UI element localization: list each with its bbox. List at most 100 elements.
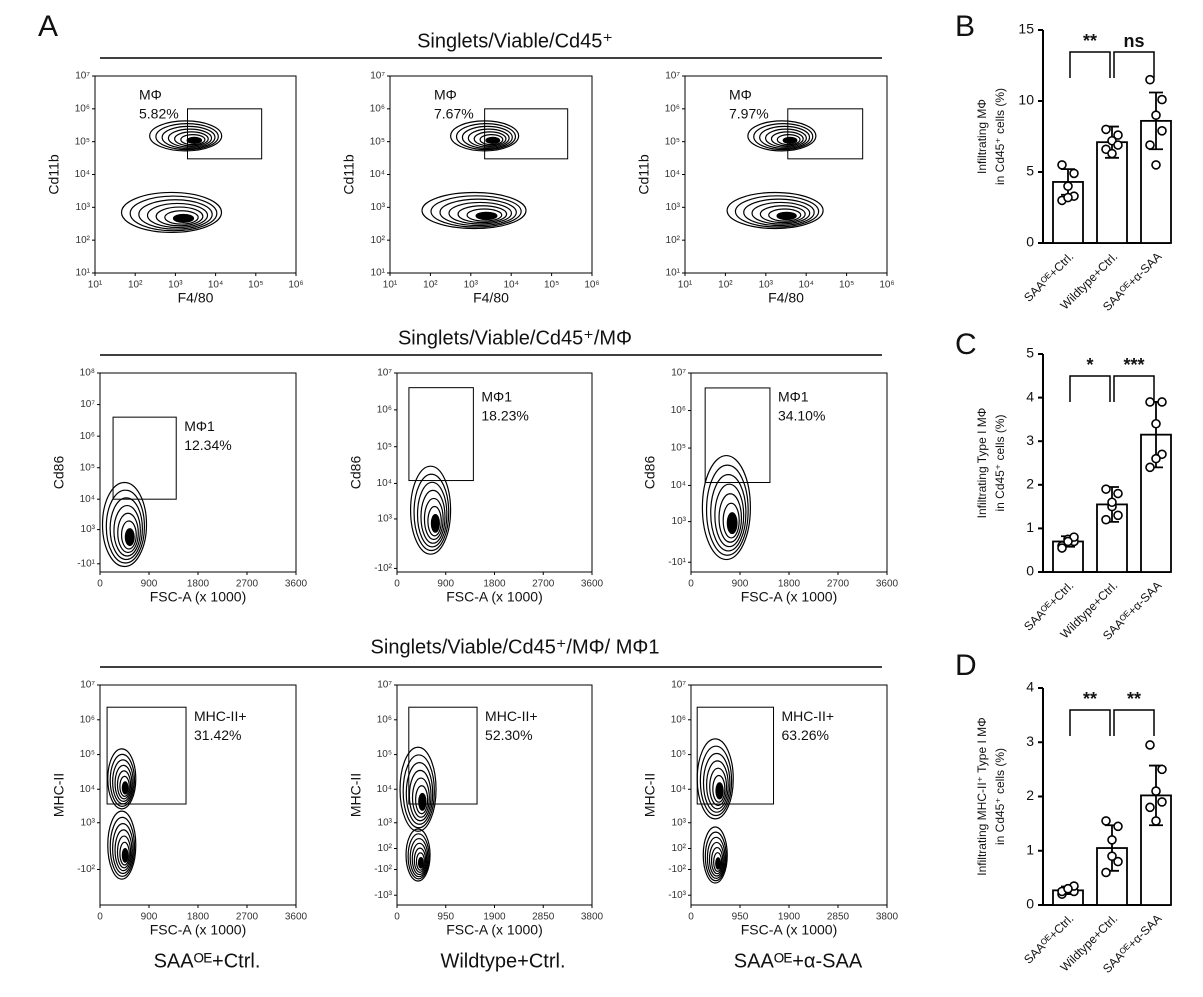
contour-level: [743, 198, 815, 227]
y-tick-label: 10³: [371, 202, 386, 213]
contour-level: [776, 211, 797, 221]
significance-bracket: [1113, 375, 1155, 402]
y-tick-label: 10⁵: [377, 441, 392, 452]
x-tick-label: 3600: [581, 579, 604, 590]
y-tick-label: 10⁷: [80, 399, 95, 410]
contour-level: [430, 195, 522, 228]
data-point: [1113, 140, 1123, 150]
contour-level: [702, 752, 731, 813]
y-tick-label: 0: [1026, 563, 1034, 579]
contour-level: [475, 211, 498, 221]
y-tick-label: 10⁷: [665, 71, 680, 82]
y-tick-label: 2: [1026, 476, 1034, 492]
contour-level: [764, 128, 807, 148]
contour-level: [718, 493, 743, 543]
y-axis-label: Infiltrating MHC-II⁺ Type I MΦ: [975, 717, 989, 875]
contour-level: [408, 769, 432, 822]
contour-level: [759, 205, 806, 224]
y-tick-label: 10⁶: [80, 714, 95, 725]
y-tick-label: 10⁴: [370, 169, 385, 180]
data-point: [1151, 816, 1161, 826]
gate-name: MΦ: [139, 87, 162, 103]
x-tick-label: 10¹: [383, 280, 398, 291]
x-tick-label: 3800: [876, 912, 899, 923]
x-tick-label: 10¹: [88, 280, 103, 291]
data-point: [1101, 867, 1111, 878]
contour-level: [124, 528, 135, 547]
y-tick-label: 4: [1026, 388, 1034, 404]
group-label: Wildtype+Ctrl.: [440, 950, 565, 972]
contour-level: [161, 125, 216, 149]
contour-level: [415, 852, 426, 871]
contour-level: [120, 520, 137, 550]
data-point: [1145, 802, 1155, 813]
y-tick-label: 10³: [672, 516, 687, 527]
y-axis-label: Cd86: [642, 456, 658, 490]
contour-level: [466, 208, 503, 222]
contour-level: [112, 823, 134, 875]
y-tick-label: 10²: [672, 843, 687, 854]
data-point: [1145, 462, 1155, 473]
x-axis-label: F4/80: [473, 290, 509, 306]
y-tick-label: 10⁵: [377, 749, 392, 760]
y-tick-label: 10²: [371, 235, 386, 246]
y-axis-label: in Cd45⁺ cells (%): [993, 414, 1007, 511]
data-point: [1145, 740, 1155, 750]
data-point: [1057, 160, 1067, 170]
significance-bracket: [1113, 709, 1155, 736]
group-label: SAAᴼᴱ+α-SAA: [734, 950, 863, 972]
row-title: Singlets/Viable/Cd45⁺/MΦ/ MΦ1: [371, 636, 660, 658]
data-point: [1157, 94, 1167, 105]
y-tick-label: -10²: [77, 864, 95, 875]
data-point: [1063, 536, 1073, 547]
y-tick-label: 10⁷: [377, 680, 392, 691]
x-tick-label: 10⁵: [839, 280, 854, 291]
gate: [787, 108, 864, 160]
contour-level: [753, 123, 814, 151]
contour-level: [405, 762, 434, 825]
y-tick-label: 10¹: [76, 268, 91, 279]
population: [701, 454, 751, 561]
x-tick-label: 2700: [236, 912, 259, 923]
y-tick-label: 10⁵: [370, 136, 385, 147]
contour-level: [455, 123, 517, 151]
x-tick-label: 1800: [187, 579, 210, 590]
y-tick-label: 10⁴: [377, 784, 392, 795]
significance-bracket: [1113, 51, 1155, 78]
y-tick-label: 15: [1018, 21, 1034, 37]
population: [747, 120, 817, 152]
y-tick-label: 10⁴: [671, 784, 686, 795]
x-axis-label: F4/80: [768, 290, 804, 306]
x-tick-label: 950: [732, 912, 749, 923]
significance-bracket: [1069, 51, 1111, 78]
panel-label: C: [955, 328, 977, 361]
contour-level: [430, 513, 440, 533]
data-point: [1113, 856, 1123, 867]
x-tick-label: 10⁶: [879, 280, 894, 291]
y-tick-label: 10⁶: [370, 103, 385, 114]
contour-level: [109, 753, 136, 807]
contour-level: [704, 831, 727, 882]
contour-level: [705, 464, 749, 556]
x-tick-label: 10²: [718, 280, 733, 291]
y-tick-label: 10¹: [666, 268, 681, 279]
x-tick-label: 0: [97, 912, 103, 923]
population: [107, 748, 137, 810]
contour-level: [186, 136, 203, 144]
data-point: [1113, 821, 1123, 832]
y-axis-label: Cd11b: [341, 154, 357, 194]
significance-label: *: [1086, 355, 1093, 375]
gate: [112, 416, 177, 500]
contour-level: [105, 489, 146, 564]
x-tick-label: 2700: [236, 579, 259, 590]
significance-bracket: [1069, 375, 1111, 402]
y-tick-label: 2: [1026, 787, 1034, 803]
contour-level: [107, 748, 137, 810]
data-point: [1151, 453, 1161, 464]
contour-level: [706, 836, 726, 879]
contour-level: [167, 128, 213, 148]
contour-level: [448, 201, 513, 225]
y-tick-label: -10²: [374, 864, 392, 875]
gate-percent: 31.42%: [194, 727, 241, 743]
y-tick-label: 1: [1026, 519, 1034, 535]
